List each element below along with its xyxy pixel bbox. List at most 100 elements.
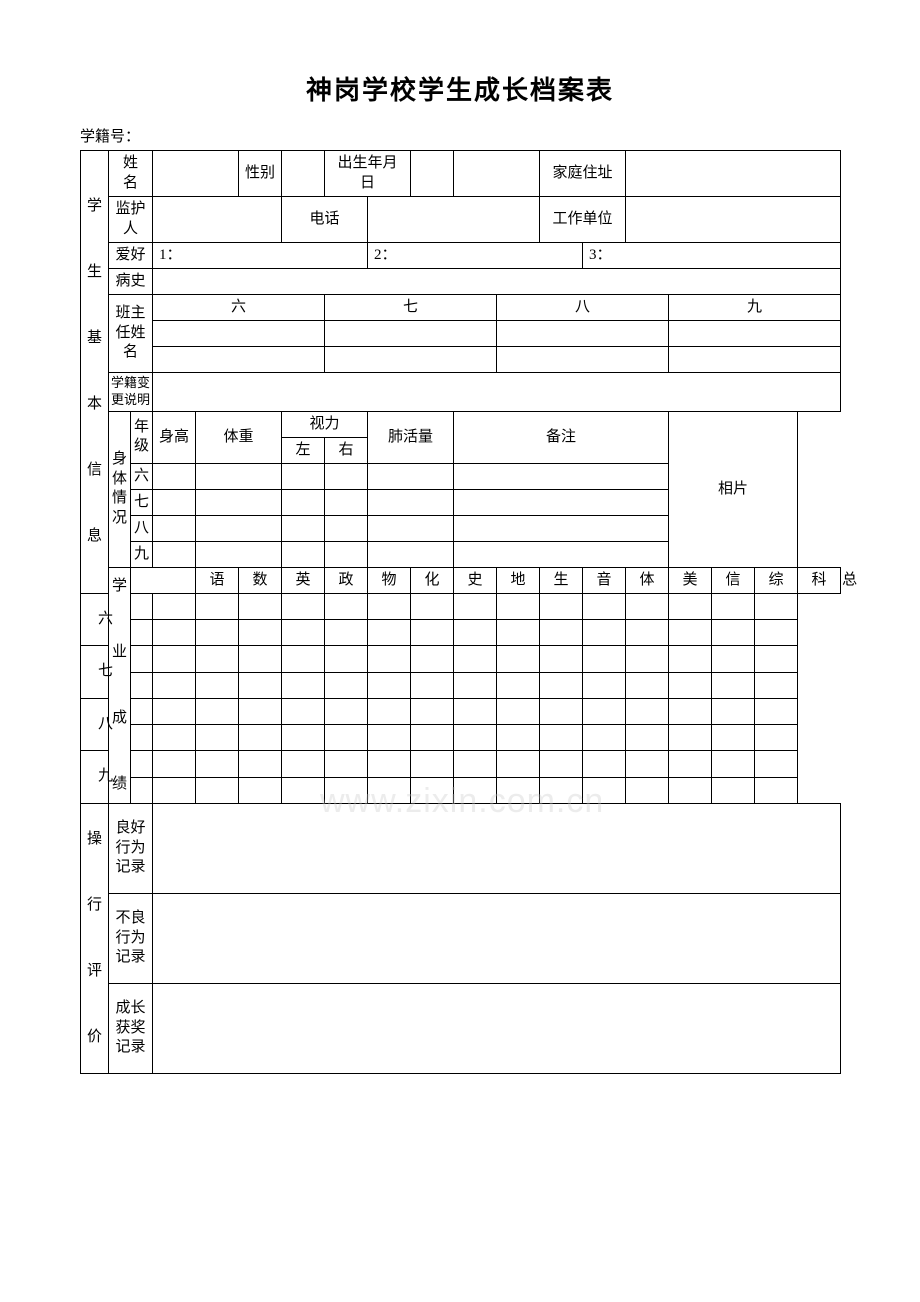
- a81-4: [282, 725, 325, 751]
- cell-teacher-9b: [669, 347, 841, 373]
- body-lung-6: [368, 463, 454, 489]
- a80-1: [153, 698, 196, 725]
- a81-3: [239, 725, 282, 751]
- body-w-9: [196, 541, 282, 567]
- a70-10: [540, 646, 583, 673]
- a91-6: [368, 777, 411, 803]
- subj-6: 史: [454, 567, 497, 593]
- label-left: 左: [282, 437, 325, 463]
- cell-gender-value: [282, 151, 325, 197]
- a70-14: [712, 646, 755, 673]
- a70-15: [755, 646, 798, 673]
- a70-12: [626, 646, 669, 673]
- a91-4: [282, 777, 325, 803]
- subj-12: 信: [712, 567, 755, 593]
- label-teacher: 班主任姓名: [109, 295, 153, 373]
- a70-2: [196, 646, 239, 673]
- label-medical: 病史: [109, 269, 153, 295]
- a91-12: [626, 777, 669, 803]
- cell-teacher-8b: [497, 347, 669, 373]
- a61-15: [755, 620, 798, 646]
- body-vl-7: [282, 489, 325, 515]
- body-lung-7: [368, 489, 454, 515]
- label-photo: 相片: [669, 411, 798, 567]
- cell-medical-value: [153, 269, 841, 295]
- a90-13: [669, 751, 712, 778]
- label-body: 身体情况: [109, 411, 131, 567]
- a60-7: [411, 593, 454, 620]
- a91-3: [239, 777, 282, 803]
- a70-3: [239, 646, 282, 673]
- a90-7: [411, 751, 454, 778]
- subj-11: 美: [669, 567, 712, 593]
- a71-1: [153, 672, 196, 698]
- subj-9: 音: [583, 567, 626, 593]
- a61-8: [454, 620, 497, 646]
- a70-5: [325, 646, 368, 673]
- body-vr-9: [325, 541, 368, 567]
- body-grade-9: 九: [131, 541, 153, 567]
- body-vl-6: [282, 463, 325, 489]
- a80-11: [583, 698, 626, 725]
- a90-4: [282, 751, 325, 778]
- label-hobby1: 1：: [153, 243, 368, 269]
- a61-9: [497, 620, 540, 646]
- a91-7: [411, 777, 454, 803]
- a70-4: [282, 646, 325, 673]
- a70-11: [583, 646, 626, 673]
- a90-8: [454, 751, 497, 778]
- a71-4: [282, 672, 325, 698]
- a60-15: [755, 593, 798, 620]
- a60-4: [282, 593, 325, 620]
- growth-record-table: 学 生 基 本 信 息 姓 名 性别 出生年月 日 家庭住址 监护人 电话 工作…: [80, 150, 841, 1074]
- cell-teacher-8a: [497, 321, 669, 347]
- cell-status-change-value: [153, 373, 841, 412]
- label-address: 家庭住址: [540, 151, 626, 197]
- a90-5: [325, 751, 368, 778]
- a81-9: [497, 725, 540, 751]
- a71-15: [755, 672, 798, 698]
- subj-8: 生: [540, 567, 583, 593]
- a70-7: [411, 646, 454, 673]
- a60-13: [669, 593, 712, 620]
- body-w-6: [196, 463, 282, 489]
- label-good-behavior: 良好行为记录: [109, 803, 153, 893]
- a90-11: [583, 751, 626, 778]
- body-lung-9: [368, 541, 454, 567]
- a60-10: [540, 593, 583, 620]
- label-guardian: 监护人: [109, 197, 153, 243]
- subj-10: 体: [626, 567, 669, 593]
- label-gender: 性别: [239, 151, 282, 197]
- cell-teacher-9a: [669, 321, 841, 347]
- a80-10: [540, 698, 583, 725]
- a90-1: [153, 751, 196, 778]
- a71-9: [497, 672, 540, 698]
- a90-3: [239, 751, 282, 778]
- a90-6: [368, 751, 411, 778]
- a70-13: [669, 646, 712, 673]
- a61-14: [712, 620, 755, 646]
- a71-7: [411, 672, 454, 698]
- section-conduct: 操 行 评 价: [81, 803, 109, 1073]
- label-bad-behavior: 不良行为记录: [109, 893, 153, 983]
- a90-9: [497, 751, 540, 778]
- a91-1: [153, 777, 196, 803]
- label-remark: 备注: [454, 411, 669, 463]
- label-status-change: 学籍变更说明: [109, 373, 153, 412]
- body-vr-8: [325, 515, 368, 541]
- body-lung-8: [368, 515, 454, 541]
- a61-3: [239, 620, 282, 646]
- a91-9: [497, 777, 540, 803]
- a61-13: [669, 620, 712, 646]
- subj-2: 英: [282, 567, 325, 593]
- section-basic-info: 学 生 基 本 信 息: [81, 151, 109, 594]
- cell-address-value: [626, 151, 841, 197]
- label-weight: 体重: [196, 411, 282, 463]
- body-vl-8: [282, 515, 325, 541]
- a81-6: [368, 725, 411, 751]
- label-grade6: 六: [153, 295, 325, 321]
- cell-workplace-value: [626, 197, 841, 243]
- label-hobby3: 3：: [583, 243, 841, 269]
- a71-10: [540, 672, 583, 698]
- a70-9: [497, 646, 540, 673]
